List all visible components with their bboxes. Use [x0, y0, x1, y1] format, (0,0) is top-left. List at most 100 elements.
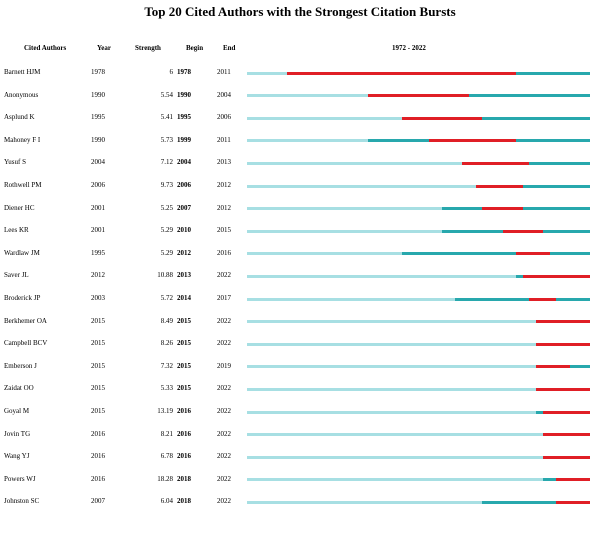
burst-begin: 2018: [177, 474, 191, 483]
publication-year: 2007: [91, 497, 105, 506]
timeline-after-burst: [529, 161, 590, 165]
timeline-burst: [401, 116, 483, 120]
burst-end: 2022: [217, 316, 231, 325]
burst-end: 2012: [217, 203, 231, 212]
publication-year: 2004: [91, 158, 105, 167]
burst-begin: 2016: [177, 452, 191, 461]
timeline-cited: [516, 274, 523, 278]
author-name: Wardlaw JM: [4, 248, 40, 257]
timeline-cited: [401, 252, 516, 256]
timeline-before-publication: [247, 455, 543, 459]
author-name: Emberson J: [4, 361, 37, 370]
timeline-burst: [522, 274, 590, 278]
burst-begin: 2016: [177, 429, 191, 438]
timeline-after-burst: [516, 139, 590, 143]
publication-year: 2015: [91, 339, 105, 348]
publication-year: 2012: [91, 271, 105, 280]
publication-year: 1995: [91, 113, 105, 122]
timeline-after-burst: [522, 207, 590, 211]
timeline-before-publication: [247, 320, 537, 324]
author-name: Rothwell PM: [4, 181, 42, 189]
burst-strength: 6.04: [160, 497, 173, 506]
timeline-after-burst: [569, 365, 590, 369]
burst-strength: 5.54: [160, 90, 173, 99]
author-name: Yusuf S: [4, 158, 26, 167]
publication-year: 2016: [91, 452, 105, 461]
burst-end: 2022: [217, 384, 231, 393]
header-strength: Strength: [135, 44, 161, 52]
burst-strength: 10.88: [157, 271, 173, 280]
author-name: Diener HC: [4, 203, 35, 212]
author-name: Johnston SC: [4, 497, 40, 506]
burst-begin: 2004: [177, 158, 191, 167]
burst-end: 2011: [217, 68, 231, 76]
timeline-burst: [542, 455, 590, 459]
burst-begin: 2014: [177, 294, 191, 302]
timeline-burst: [536, 342, 590, 346]
timeline-cited: [482, 500, 557, 504]
timeline-burst: [542, 410, 590, 414]
timeline-burst: [516, 252, 550, 256]
timeline-burst: [462, 161, 530, 165]
burst-strength: 5.41: [160, 113, 173, 122]
timeline-before-publication: [247, 365, 537, 369]
timeline-before-publication: [247, 410, 537, 414]
author-name: Barnett HJM: [4, 68, 41, 76]
burst-end: 2006: [217, 113, 231, 122]
timeline-before-publication: [247, 94, 369, 98]
burst-end: 2019: [217, 361, 231, 370]
header-cited-authors: Cited Authors: [24, 44, 67, 52]
burst-strength: 13.19: [157, 407, 173, 415]
timeline-burst: [475, 184, 523, 188]
author-name: Wang YJ: [4, 452, 30, 461]
timeline-burst: [529, 297, 557, 301]
timeline-burst: [556, 478, 590, 482]
author-name: Powers WJ: [4, 474, 36, 483]
burst-strength: 5.29: [160, 248, 173, 257]
burst-strength: 7.12: [160, 158, 173, 167]
burst-end: 2022: [217, 452, 231, 461]
author-name: Broderick JP: [4, 294, 41, 302]
burst-begin: 1990: [177, 90, 191, 99]
timeline-cited: [368, 139, 429, 143]
burst-begin: 1999: [177, 135, 191, 144]
publication-year: 2001: [91, 226, 105, 235]
timeline-after-burst: [549, 252, 590, 256]
burst-strength: 6: [169, 68, 174, 76]
burst-begin: 1995: [177, 113, 191, 122]
burst-end: 2022: [217, 497, 231, 506]
author-name: Jovin TG: [4, 429, 31, 438]
chart-title: Top 20 Cited Authors with the Strongest …: [144, 4, 456, 19]
timeline-cited: [542, 478, 557, 482]
publication-year: 2006: [91, 181, 105, 189]
timeline-burst: [287, 71, 516, 75]
timeline-before-publication: [247, 342, 537, 346]
publication-year: 2015: [91, 384, 105, 393]
timeline-burst: [428, 139, 516, 143]
burst-strength: 5.29: [160, 226, 173, 235]
timeline-after-burst: [556, 297, 590, 301]
timeline-burst: [482, 207, 523, 211]
burst-begin: 1978: [177, 68, 191, 76]
burst-end: 2012: [217, 181, 231, 189]
publication-year: 1990: [91, 135, 105, 144]
burst-strength: 5.25: [160, 203, 173, 212]
burst-end: 2022: [217, 271, 231, 280]
timeline-after-burst: [542, 229, 590, 233]
timeline-cited: [442, 207, 483, 211]
publication-year: 1995: [91, 248, 105, 257]
burst-end: 2015: [217, 226, 231, 235]
timeline-burst: [536, 387, 590, 391]
publication-year: 2015: [91, 361, 105, 370]
burst-begin: 2015: [177, 361, 191, 370]
header-timeline: 1972 - 2022: [392, 44, 426, 52]
timeline-before-publication: [247, 478, 543, 482]
burst-strength: 5.72: [160, 294, 173, 302]
burst-begin: 2016: [177, 407, 191, 415]
author-name: Asplund K: [4, 113, 35, 122]
publication-year: 2003: [91, 294, 105, 302]
publication-year: 2015: [91, 316, 105, 325]
timeline-before-publication: [247, 252, 402, 256]
burst-strength: 8.49: [160, 316, 173, 325]
timeline-before-publication: [247, 500, 483, 504]
